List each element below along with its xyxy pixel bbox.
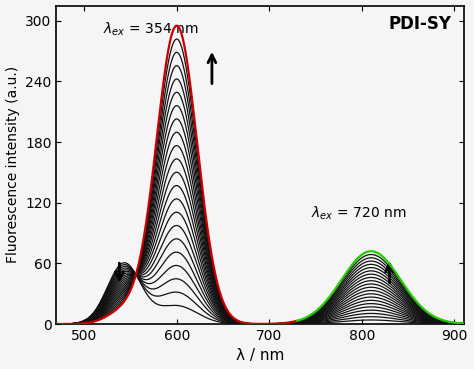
Text: $\lambda_{ex}$ = 354 nm: $\lambda_{ex}$ = 354 nm <box>103 21 198 38</box>
Text: $\lambda_{ex}$ = 720 nm: $\lambda_{ex}$ = 720 nm <box>311 204 406 221</box>
Y-axis label: Fluorescence intensity (a.u.): Fluorescence intensity (a.u.) <box>6 66 19 263</box>
Text: PDI-SY: PDI-SY <box>388 15 451 33</box>
X-axis label: λ / nm: λ / nm <box>236 348 284 363</box>
